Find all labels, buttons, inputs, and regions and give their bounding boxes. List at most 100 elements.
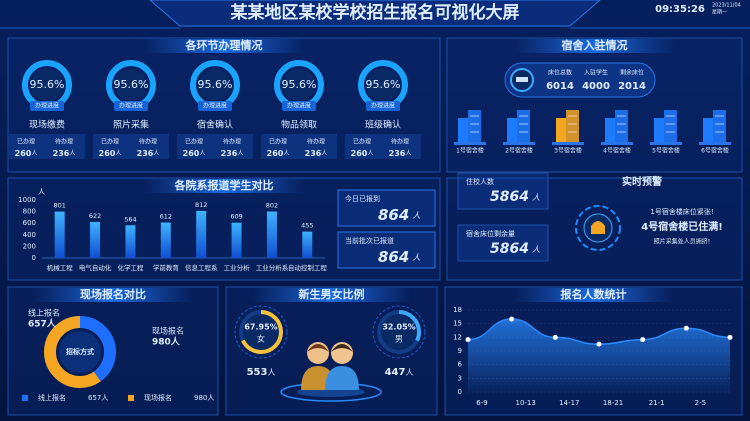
done-label: 已办理 (269, 138, 287, 146)
x-tick-label: 14-17 (559, 399, 579, 407)
y-tick-label: 800 (23, 208, 36, 216)
pending-count-part: 人 (405, 150, 411, 157)
x-tick-label: 10-13 (515, 399, 535, 407)
pending-count-part: 人 (153, 150, 159, 157)
pending-count: 236人 (389, 149, 412, 158)
y-axis-label: 人 (38, 188, 45, 196)
building (556, 118, 566, 142)
gauge-value: 95.6% (198, 78, 233, 91)
point (596, 341, 602, 347)
ring-count: 553人 (247, 367, 276, 378)
done-count-part: 260 (15, 149, 32, 158)
ring-value: 32.05% (382, 323, 415, 332)
card-value-part: 5864 (490, 189, 529, 205)
bed-icon (516, 77, 528, 82)
pending-label: 待办理 (391, 138, 409, 146)
done-count: 260人 (351, 149, 374, 158)
step-name: 物品领取 (281, 119, 317, 131)
building (507, 118, 517, 142)
done-count-part: 人 (367, 150, 373, 157)
bar-value: 455 (301, 222, 313, 230)
x-tick-label: 6-9 (476, 399, 487, 407)
y-tick-label: 6 (458, 361, 463, 369)
report-card (337, 189, 436, 227)
warning-message: 照片采集处人员拥挤! (654, 238, 710, 246)
progress-label: 办理进度 (35, 102, 59, 110)
y-tick-label: 18 (453, 306, 462, 314)
progress-badge (366, 101, 400, 111)
stat-label: 入驻学生 (584, 69, 608, 77)
stat-label: 剩余床位 (620, 69, 644, 77)
legend-name: 现场报名 (144, 393, 172, 402)
pending-count: 236人 (137, 149, 160, 158)
warning-message: 4号宿舍楼已住满! (641, 220, 723, 233)
panel-title: 各环节办理情况 (185, 38, 263, 52)
x-tick-label: 18-21 (603, 399, 623, 407)
pending-count-part: 236 (137, 149, 154, 158)
x-tick-label: 2-5 (695, 399, 706, 407)
pending-label: 待办理 (307, 138, 325, 146)
x-tick-label: 自动控制工程 (288, 263, 328, 272)
donut-segment (44, 316, 116, 388)
warning-message: 1号宿舍楼床位紧张! (650, 207, 713, 216)
panel-title-bar (144, 179, 304, 193)
panel-title-bar (144, 39, 304, 53)
done-count: 260人 (15, 149, 38, 158)
stat-card (457, 224, 549, 262)
done-label: 已办理 (101, 138, 119, 146)
pending-count-part: 236 (389, 149, 406, 158)
person-hair (307, 344, 329, 352)
done-label: 已办理 (353, 138, 371, 146)
progress-label: 办理进度 (371, 102, 395, 110)
pending-count-part: 人 (237, 150, 243, 157)
bar-value: 612 (160, 213, 172, 221)
legend-swatch (128, 395, 134, 401)
pending-count: 236人 (305, 149, 328, 158)
done-label: 已办理 (185, 138, 203, 146)
bar-value: 812 (195, 201, 207, 209)
panel-title-bar (514, 39, 675, 53)
step-name: 班级确认 (365, 119, 401, 131)
building-base (699, 142, 731, 145)
page-title: 某某地区某校学校招生报名可视化大屏 (231, 2, 520, 23)
x-tick-label: 工业分析系 (256, 263, 289, 272)
card-value: 5864 人 (490, 241, 540, 257)
ring-value: 67.95% (244, 323, 277, 332)
bar-value: 564 (124, 215, 136, 223)
building (703, 118, 713, 142)
y-tick-label: 1000 (18, 196, 36, 204)
x-tick-label: 工业分析 (224, 263, 251, 272)
bar-value: 622 (89, 212, 101, 220)
report-value-part: 864 (378, 206, 409, 224)
point (509, 316, 515, 322)
panel-title: 现场报名对比 (80, 287, 146, 301)
panel-title: 各院系报道学生对比 (174, 178, 274, 192)
ring-count-part: 人 (267, 368, 275, 377)
done-count-part: 260 (183, 149, 200, 158)
y-tick-label: 0 (458, 388, 462, 396)
y-tick-label: 15 (453, 320, 462, 328)
siren-icon (591, 221, 605, 234)
point (640, 337, 646, 343)
ring-count-part: 553 (247, 367, 268, 378)
progress-badge (282, 101, 316, 111)
report-value: 864 人 (378, 206, 420, 224)
x-tick-label: 电气自动化 (79, 263, 112, 272)
progress-badge (198, 101, 232, 111)
building (713, 110, 726, 142)
building (615, 110, 628, 142)
building-name: 1号宿舍楼 (456, 147, 484, 155)
y-tick-label: 0 (32, 254, 36, 262)
legend-value: 980人 (194, 394, 214, 402)
bar (90, 221, 101, 258)
pending-count: 236人 (53, 149, 76, 158)
gauge-core (367, 69, 399, 101)
done-count: 260人 (183, 149, 206, 158)
stat-value: 2014 (618, 81, 646, 92)
card-label: 宿舍床位剩余量 (466, 229, 515, 238)
building (566, 110, 579, 142)
bar-value: 609 (230, 213, 242, 221)
done-count-part: 人 (199, 150, 205, 157)
bar-value: 802 (266, 201, 278, 209)
